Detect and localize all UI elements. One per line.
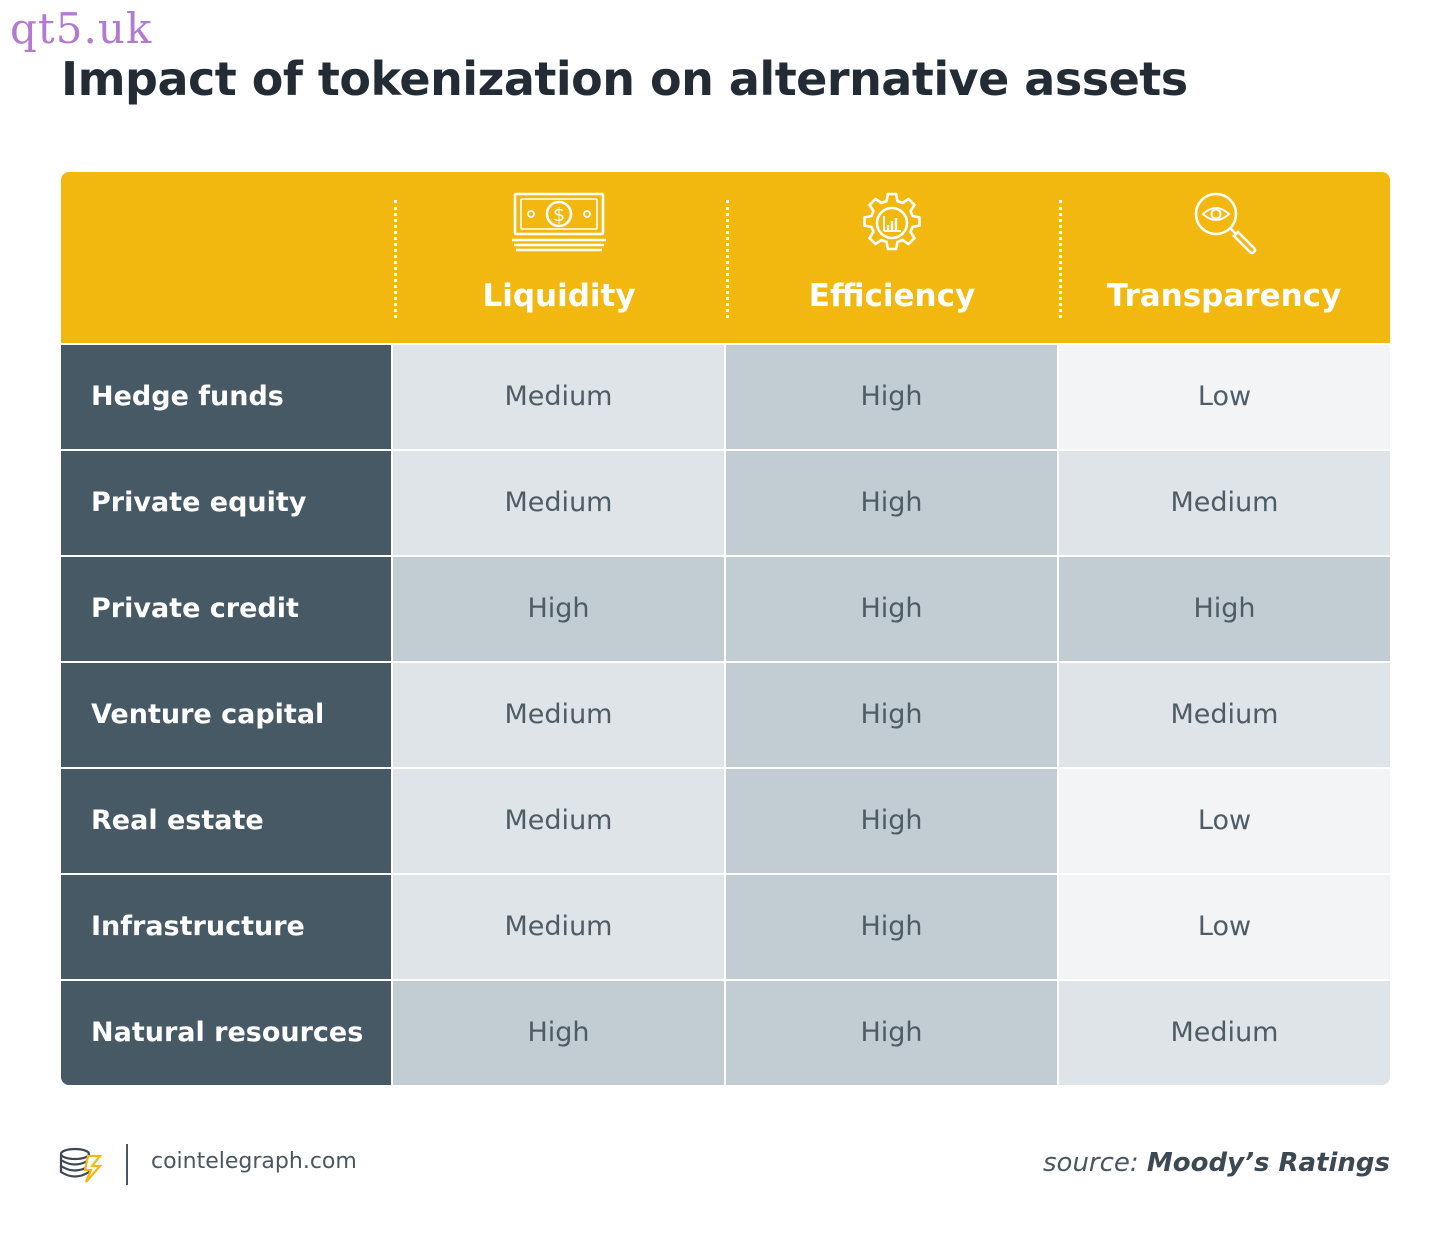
table-cell: Medium [393, 451, 724, 555]
magnifier-eye-icon [1058, 190, 1390, 260]
source-name: Moody’s Ratings [1146, 1148, 1390, 1178]
column-label: Transparency [1106, 278, 1342, 314]
table-row: Natural resources High High Medium [61, 981, 1390, 1085]
table-cell: Medium [393, 875, 724, 979]
table-row: Private equity Medium High Medium [61, 451, 1390, 555]
table-cell: Low [1059, 769, 1390, 873]
gear-chart-icon [726, 190, 1058, 260]
header-divider [1059, 200, 1062, 318]
table-cell: High [393, 557, 724, 661]
money-bill-icon: $ [393, 190, 725, 260]
table-cell: High [726, 663, 1057, 767]
footer-site-link[interactable]: cointelegraph.com [151, 1149, 357, 1174]
table-row: Private credit High High High [61, 557, 1390, 661]
watermark: qt5.uk [10, 4, 153, 53]
header-divider [726, 200, 729, 318]
table-row: Hedge funds Medium High Low [61, 345, 1390, 449]
page-title: Impact of tokenization on alternative as… [61, 52, 1188, 106]
table-cell: High [726, 345, 1057, 449]
table-cell: Medium [393, 769, 724, 873]
column-header-efficiency: Efficiency [726, 172, 1058, 343]
column-header-transparency: Transparency [1058, 172, 1390, 343]
column-label: Liquidity [482, 278, 636, 314]
source-prefix: source: [1042, 1148, 1139, 1178]
header-divider [394, 200, 397, 318]
row-label: Natural resources [61, 981, 391, 1085]
table-cell: Low [1059, 875, 1390, 979]
table-row: Venture capital Medium High Medium [61, 663, 1390, 767]
column-header-liquidity: $ Liquidity [393, 172, 725, 343]
table-cell: Medium [1059, 663, 1390, 767]
footer-divider [126, 1144, 128, 1185]
column-label: Efficiency [808, 278, 976, 314]
table-cell: High [726, 769, 1057, 873]
table-cell: Low [1059, 345, 1390, 449]
table-cell: High [1059, 557, 1390, 661]
cointelegraph-logo-icon [58, 1144, 104, 1186]
table-cell: High [393, 981, 724, 1085]
table-row: Real estate Medium High Low [61, 769, 1390, 873]
table-cell: High [726, 981, 1057, 1085]
table-cell: Medium [1059, 451, 1390, 555]
ratings-table: $ Liquidity [61, 172, 1390, 1085]
table-cell: Medium [393, 663, 724, 767]
table-cell: Medium [1059, 981, 1390, 1085]
source-credit: source: Moody’s Ratings [1043, 1148, 1390, 1178]
table-cell: Medium [393, 345, 724, 449]
row-label: Venture capital [61, 663, 391, 767]
table-row: Infrastructure Medium High Low [61, 875, 1390, 979]
table-cell: High [726, 557, 1057, 661]
row-label: Real estate [61, 769, 391, 873]
table-header: $ Liquidity [61, 172, 1390, 343]
row-label: Hedge funds [61, 345, 391, 449]
table-cell: High [726, 451, 1057, 555]
row-label: Private equity [61, 451, 391, 555]
row-label: Infrastructure [61, 875, 391, 979]
table-cell: High [726, 875, 1057, 979]
svg-text:$: $ [553, 204, 565, 226]
row-label: Private credit [61, 557, 391, 661]
